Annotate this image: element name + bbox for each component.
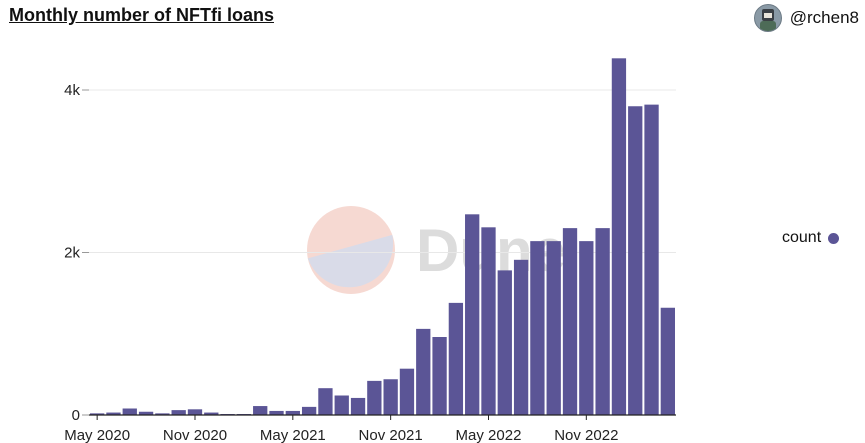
bar[interactable] <box>595 228 610 415</box>
x-tick-label: Nov 2021 <box>359 427 423 443</box>
y-tick-label: 2k <box>64 245 80 262</box>
bar[interactable] <box>122 408 137 416</box>
x-tick-label: Nov 2022 <box>554 427 618 443</box>
bar[interactable] <box>269 410 284 415</box>
bar[interactable] <box>465 214 480 415</box>
bar[interactable] <box>171 410 186 415</box>
grid-lines <box>89 89 676 253</box>
legend-dot <box>828 232 840 244</box>
bar[interactable] <box>155 413 170 415</box>
bar[interactable] <box>530 241 545 415</box>
bar[interactable] <box>350 397 366 415</box>
bar[interactable] <box>285 410 300 415</box>
x-tick-label: May 2021 <box>260 427 326 443</box>
author-badge[interactable]: @rchen8 <box>753 4 859 32</box>
bar[interactable] <box>301 406 317 415</box>
y-tick-label: 4k <box>64 82 80 99</box>
bar[interactable] <box>644 104 659 415</box>
author-name[interactable]: @rchen8 <box>789 8 859 27</box>
x-axis: May 2020 Nov 2020 May 2021 Nov 2021 May 2022… <box>64 414 676 443</box>
x-tick-label: Nov 2020 <box>163 427 227 443</box>
watermark-circle-bottom <box>307 234 394 288</box>
bar[interactable] <box>448 302 464 415</box>
y-axis: 0 2k 4k <box>64 82 89 424</box>
bar[interactable] <box>432 337 447 415</box>
bar[interactable] <box>399 368 415 415</box>
avatar <box>753 4 782 32</box>
bar[interactable] <box>90 413 105 415</box>
bar[interactable] <box>579 241 594 415</box>
bar[interactable] <box>660 307 675 415</box>
bar[interactable] <box>253 406 268 415</box>
bar[interactable] <box>187 409 203 415</box>
bar[interactable] <box>611 58 627 415</box>
bar[interactable] <box>334 395 349 416</box>
bar[interactable] <box>367 380 382 415</box>
bar[interactable] <box>318 388 333 415</box>
bar[interactable] <box>562 228 578 415</box>
bar[interactable] <box>513 259 529 415</box>
chart-title: Monthly number of NFTfi loans <box>9 5 274 25</box>
legend-label: count <box>782 229 822 246</box>
bar[interactable] <box>416 328 431 415</box>
bar[interactable] <box>106 412 121 415</box>
x-tick-label: May 2020 <box>64 427 130 443</box>
bar[interactable] <box>204 412 219 415</box>
bar[interactable] <box>546 241 561 415</box>
bar[interactable] <box>383 379 398 415</box>
legend[interactable]: count <box>782 229 840 247</box>
bar[interactable] <box>138 411 154 415</box>
bars <box>90 58 675 415</box>
y-tick-label: 0 <box>72 407 80 424</box>
bar[interactable] <box>497 270 512 415</box>
bar[interactable] <box>481 227 496 415</box>
x-tick-label: May 2022 <box>456 427 522 443</box>
bar[interactable] <box>628 106 643 415</box>
